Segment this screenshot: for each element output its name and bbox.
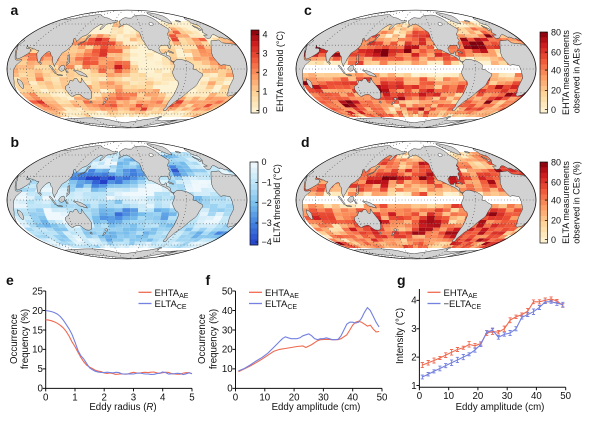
svg-text:3: 3: [131, 392, 136, 403]
svg-text:10: 10: [222, 364, 233, 375]
svg-text:20: 20: [551, 216, 561, 226]
svg-text:Occurrence: Occurrence: [9, 314, 20, 364]
svg-text:40: 40: [531, 391, 542, 402]
svg-text:0: 0: [551, 105, 556, 115]
svg-text:2: 2: [102, 392, 107, 403]
svg-text:10: 10: [32, 345, 43, 356]
svg-text:0: 0: [227, 384, 233, 395]
svg-text:f: f: [206, 272, 211, 288]
svg-text:0: 0: [38, 384, 44, 395]
svg-text:observed in AEs (%): observed in AEs (%): [572, 32, 582, 114]
svg-text:g: g: [397, 272, 406, 288]
svg-text:1: 1: [72, 392, 77, 403]
svg-text:50: 50: [222, 286, 233, 297]
svg-text:60: 60: [551, 177, 561, 187]
svg-text:frequency (%): frequency (%): [209, 309, 220, 369]
svg-text:0: 0: [551, 235, 556, 245]
svg-text:30: 30: [502, 391, 513, 402]
svg-text:e: e: [6, 272, 14, 288]
svg-text:20: 20: [32, 306, 43, 317]
svg-text:2: 2: [411, 352, 416, 363]
svg-text:a: a: [11, 2, 19, 18]
svg-text:d: d: [301, 134, 310, 150]
svg-text:−4: −4: [262, 237, 272, 247]
svg-text:EHTA measurements: EHTA measurements: [561, 30, 571, 115]
svg-text:80: 80: [551, 28, 561, 38]
svg-text:15: 15: [32, 325, 43, 336]
svg-text:80: 80: [551, 158, 561, 168]
svg-text:10: 10: [259, 392, 270, 403]
svg-text:−1: −1: [262, 178, 272, 188]
svg-text:50: 50: [377, 392, 388, 403]
svg-text:30: 30: [318, 392, 329, 403]
svg-text:observed in CEs (%): observed in CEs (%): [572, 161, 582, 244]
svg-text:c: c: [304, 2, 312, 18]
svg-text:−3: −3: [262, 218, 272, 228]
svg-text:40: 40: [551, 65, 561, 75]
svg-text:2: 2: [263, 68, 268, 78]
svg-text:Occurrence: Occurrence: [197, 314, 208, 364]
svg-text:Eddy amplitude (cm): Eddy amplitude (cm): [272, 402, 361, 413]
svg-text:frequency (%): frequency (%): [20, 309, 31, 369]
svg-text:20: 20: [222, 345, 233, 356]
svg-text:40: 40: [222, 306, 233, 317]
svg-text:40: 40: [551, 195, 561, 205]
svg-text:0: 0: [43, 392, 49, 403]
svg-text:ELTA threshold (°C): ELTA threshold (°C): [272, 164, 282, 243]
svg-text:25: 25: [32, 286, 43, 297]
svg-text:−2: −2: [262, 198, 272, 208]
svg-text:Eddy amplitude (cm): Eddy amplitude (cm): [456, 402, 545, 413]
svg-text:0: 0: [417, 391, 423, 402]
svg-text:4: 4: [411, 296, 417, 307]
svg-text:4: 4: [160, 392, 166, 403]
svg-text:20: 20: [473, 391, 484, 402]
svg-text:30: 30: [222, 325, 233, 336]
svg-text:EHTA threshold (°C): EHTA threshold (°C): [275, 31, 285, 112]
svg-text:40: 40: [347, 392, 358, 403]
svg-text:60: 60: [551, 47, 561, 57]
svg-text:4: 4: [263, 30, 268, 40]
svg-text:5: 5: [189, 392, 194, 403]
svg-text:1: 1: [263, 87, 268, 97]
svg-text:5: 5: [38, 364, 43, 375]
svg-text:0: 0: [262, 157, 267, 167]
svg-text:0: 0: [263, 106, 268, 116]
svg-text:Eddy radius (R): Eddy radius (R): [89, 402, 156, 413]
svg-text:20: 20: [551, 86, 561, 96]
svg-text:Intensity (°C): Intensity (°C): [395, 308, 406, 364]
svg-text:10: 10: [443, 391, 454, 402]
svg-text:3: 3: [411, 324, 416, 335]
svg-text:0: 0: [233, 392, 239, 403]
svg-text:50: 50: [560, 391, 571, 402]
svg-text:ELTA measurements: ELTA measurements: [561, 161, 571, 244]
svg-text:3: 3: [263, 48, 268, 58]
svg-text:b: b: [11, 134, 20, 150]
svg-text:20: 20: [289, 392, 300, 403]
svg-text:1: 1: [411, 381, 416, 392]
